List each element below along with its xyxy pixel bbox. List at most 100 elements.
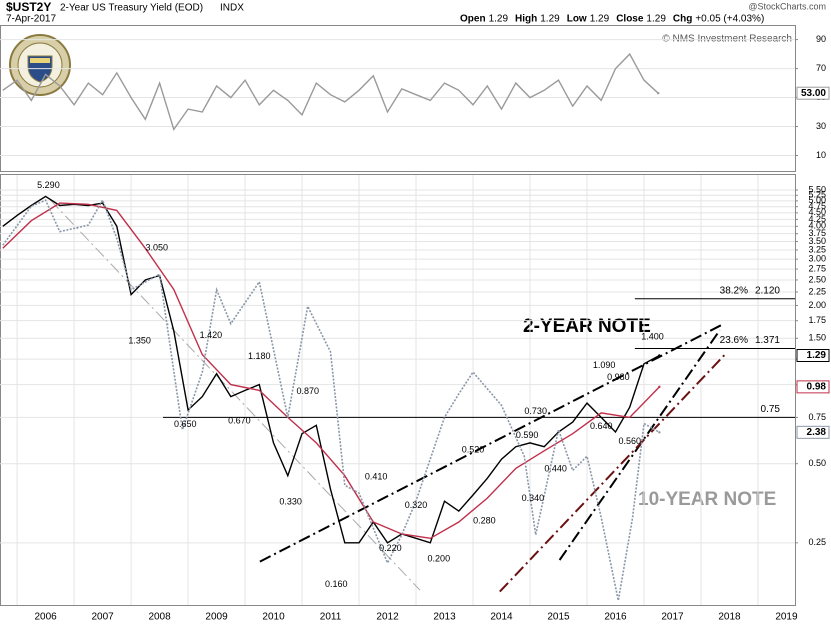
data-label: 0.650 xyxy=(174,419,197,429)
data-label: 0.220 xyxy=(379,543,402,553)
y-tick-label: 70 xyxy=(816,63,826,73)
series-title: 2-Year US Treasury Yield (EOD) xyxy=(60,3,203,14)
x-tick-label: 2010 xyxy=(262,612,285,623)
y-tick-label: 90 xyxy=(816,34,826,44)
last-value-box xyxy=(796,86,830,100)
y-tick-label: 3.00 xyxy=(808,254,826,264)
data-label: 0.280 xyxy=(473,515,496,525)
data-label: 0.640 xyxy=(590,421,613,431)
data-label: 0.520 xyxy=(462,445,485,455)
quote-name: Low xyxy=(567,14,587,25)
data-label: 0.340 xyxy=(522,493,545,503)
y-tick-label: 1.50 xyxy=(808,333,826,343)
quote-value: 1.29 xyxy=(646,14,666,25)
last-value-label: 53.00 xyxy=(801,88,826,99)
quote-name: High xyxy=(515,14,537,25)
y-tick-label: 0.25 xyxy=(808,537,826,547)
quote-value: 1.29 xyxy=(590,14,610,25)
data-label: 1.090 xyxy=(593,360,616,370)
y-tick-label: 5.50 xyxy=(808,184,826,194)
data-label: 0.980 xyxy=(607,372,630,382)
x-tick-label: 2008 xyxy=(148,612,171,623)
y-tick-label: 2.75 xyxy=(808,263,826,273)
y-tick-label: 2.25 xyxy=(808,286,826,296)
last-value-box xyxy=(796,348,830,362)
y-tick-label: 30 xyxy=(816,121,826,131)
last-value-point xyxy=(658,431,661,434)
last-value-box xyxy=(796,380,830,394)
data-label: 3.050 xyxy=(145,243,168,253)
x-tick-label: 2014 xyxy=(490,612,513,623)
trend-line xyxy=(259,323,723,563)
data-label: 1.400 xyxy=(641,332,664,342)
x-tick-label: 2009 xyxy=(205,612,228,623)
last-value-label: 2.38 xyxy=(807,427,827,438)
level-label: 0.75 xyxy=(761,404,781,415)
series-line xyxy=(2,52,659,131)
data-label: 0.560 xyxy=(618,436,641,446)
level-name: 23.6% xyxy=(720,335,748,346)
data-label: 0.160 xyxy=(325,579,348,589)
quote-name: Open xyxy=(460,14,486,25)
last-value-point xyxy=(658,354,661,357)
data-label: 1.420 xyxy=(200,330,223,340)
trend-line xyxy=(499,353,726,593)
last-value-label: 0.98 xyxy=(807,382,827,393)
data-label: 0.320 xyxy=(405,500,428,510)
level-label: 1.371 xyxy=(755,335,780,346)
data-label: 0.410 xyxy=(365,472,388,482)
y-tick-label: 0.75 xyxy=(808,412,826,422)
x-tick-label: 2012 xyxy=(376,612,399,623)
x-tick-label: 2011 xyxy=(320,612,342,623)
data-label: 0.730 xyxy=(524,406,547,416)
date: 7-Apr-2017 xyxy=(6,14,56,25)
y-tick-label: 5.00 xyxy=(808,195,826,205)
symbol: $UST2Y xyxy=(6,0,51,14)
data-label: 5.290 xyxy=(37,180,60,190)
y-tick-label: 10 xyxy=(816,150,826,160)
series-line xyxy=(2,198,660,601)
last-value-box xyxy=(796,425,830,439)
data-label: 0.870 xyxy=(296,386,319,396)
x-tick-label: 2006 xyxy=(34,612,57,623)
x-tick-label: 2015 xyxy=(547,612,570,623)
quote-value: +0.05 (+4.03%) xyxy=(695,14,764,25)
quote-value: 1.29 xyxy=(489,14,509,25)
series-label: 10-YEAR NOTE xyxy=(638,489,776,510)
level-label: 2.120 xyxy=(755,285,780,296)
series-line xyxy=(2,195,660,544)
y-tick-label: 4.75 xyxy=(808,201,826,211)
x-tick-label: 2018 xyxy=(718,612,741,623)
y-tick-label: 3.75 xyxy=(808,228,826,238)
rsi-frame xyxy=(0,25,796,172)
data-label: 0.440 xyxy=(544,464,567,474)
quote-name: Close xyxy=(616,14,644,25)
quote-value: 1.29 xyxy=(540,14,560,25)
y-tick-label: 4.25 xyxy=(808,214,826,224)
last-value-point xyxy=(657,92,660,95)
y-tick-label: 5.25 xyxy=(808,190,826,200)
quote-name: Chg xyxy=(673,14,692,25)
x-tick-label: 2013 xyxy=(433,612,456,623)
data-label: 1.180 xyxy=(248,351,271,361)
y-tick-label: 1.75 xyxy=(808,315,826,325)
data-label: 0.200 xyxy=(428,554,451,564)
y-tick-label: 4.00 xyxy=(808,221,826,231)
source: @StockCharts.com xyxy=(748,1,826,11)
series-line xyxy=(2,202,660,540)
y-tick-label: 2.00 xyxy=(808,300,826,310)
last-value-label: 1.29 xyxy=(807,350,827,361)
y-tick-label: 3.50 xyxy=(808,236,826,246)
x-tick-label: 2019 xyxy=(775,612,798,623)
last-value-point xyxy=(658,385,661,389)
exchange: INDX xyxy=(220,3,244,14)
data-label: 0.330 xyxy=(279,496,302,506)
data-label: 1.350 xyxy=(128,336,151,346)
x-tick-label: 2016 xyxy=(604,612,627,623)
price-frame xyxy=(0,174,796,606)
y-tick-label: 0.50 xyxy=(808,458,826,468)
data-label: 0.590 xyxy=(516,430,539,440)
x-tick-label: 2017 xyxy=(661,612,684,623)
